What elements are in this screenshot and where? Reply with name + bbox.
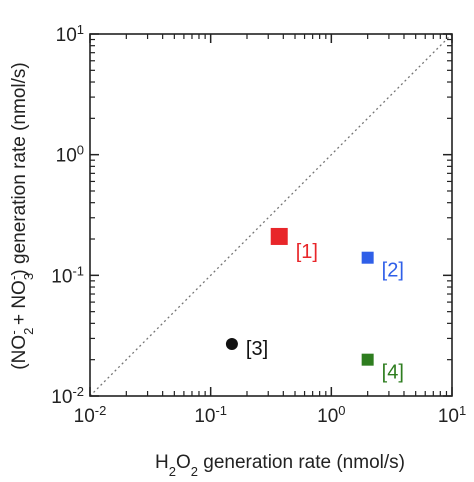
y-axis-ticks: 10-2 10-1 100 101 — [51, 22, 452, 409]
data-point-1 — [270, 227, 288, 245]
data-point-3 — [225, 337, 238, 350]
y-tick-label: 100 — [56, 142, 84, 167]
data-points: [1] [2] [3] [4] — [225, 227, 404, 384]
x-tick-label: 101 — [438, 403, 466, 428]
data-point-4 — [361, 353, 374, 366]
x-tick-label: 10-2 — [74, 403, 107, 428]
y-axis-label: (NO2- + NO3-) generation rate (nmol/s) — [6, 62, 36, 369]
data-label-4: [4] — [382, 362, 404, 384]
y-tick-label: 101 — [56, 22, 84, 47]
plot-area-frame — [89, 33, 453, 397]
y-tick-label: 10-2 — [51, 384, 84, 409]
x-axis-ticks: 10-2 10-1 100 101 — [74, 34, 466, 428]
data-label-1: [1] — [296, 241, 318, 263]
data-label-2: [2] — [382, 260, 404, 282]
x-tick-label: 100 — [317, 403, 345, 428]
x-tick-label: 10-1 — [194, 403, 227, 428]
data-label-3: [3] — [246, 338, 268, 360]
reference-line-y-equals-x — [89, 33, 453, 397]
data-point-2 — [361, 251, 374, 264]
x-axis-label: H2O2 generation rate (nmol/s) — [155, 452, 405, 479]
y-tick-label: 10-1 — [51, 263, 84, 288]
minor-ticks — [90, 34, 452, 396]
